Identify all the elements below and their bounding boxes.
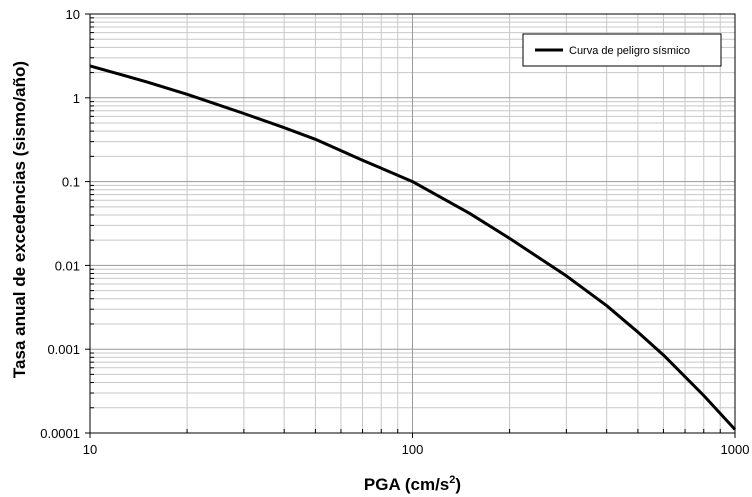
hazard-curve-line (89, 64, 737, 431)
tick-marks (85, 13, 736, 438)
y-tick-label: 10 (66, 7, 80, 22)
y-tick-label: 0.0001 (40, 426, 80, 441)
y-tick-label: 1 (73, 91, 80, 106)
legend: Curva de peligro sísmico (522, 33, 722, 67)
y-tick-label: 0.001 (47, 342, 80, 357)
x-axis-title-main: PGA (cm/s (364, 475, 449, 494)
x-axis-title-superscript: 2 (449, 474, 455, 486)
legend-label: Curva de peligro sísmico (569, 45, 690, 57)
y-tick-label: 0.1 (62, 175, 80, 190)
y-axis-title: Tasa anual de excedencias (sismo/año) (10, 61, 29, 378)
x-axis-title-end: ) (455, 475, 461, 494)
x-tick-label: 10 (83, 442, 97, 457)
y-tick-labels: 10 1 0.1 0.01 0.001 0.0001 (40, 7, 80, 441)
series-layer (89, 64, 737, 431)
x-tick-label: 1000 (721, 442, 750, 457)
x-axis-title: PGA (cm/s2) (364, 474, 461, 494)
y-tick-label: 0.01 (55, 258, 80, 273)
x-tick-labels: 10 100 1000 (83, 442, 750, 457)
x-tick-label: 100 (402, 442, 424, 457)
